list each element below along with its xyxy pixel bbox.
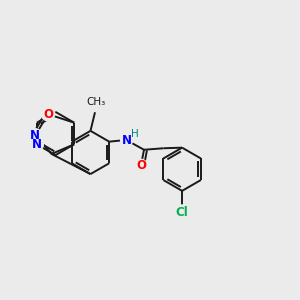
Circle shape — [121, 134, 133, 146]
Text: Cl: Cl — [176, 206, 188, 219]
Circle shape — [41, 108, 55, 121]
Circle shape — [135, 159, 147, 171]
Text: N: N — [32, 138, 42, 151]
Text: N: N — [122, 134, 132, 147]
Text: CH₃: CH₃ — [86, 97, 106, 107]
Circle shape — [175, 205, 190, 220]
Text: O: O — [136, 159, 146, 172]
Text: O: O — [43, 108, 53, 121]
Circle shape — [29, 129, 42, 142]
Text: H: H — [131, 129, 139, 139]
Circle shape — [30, 138, 44, 151]
Text: N: N — [30, 129, 40, 142]
